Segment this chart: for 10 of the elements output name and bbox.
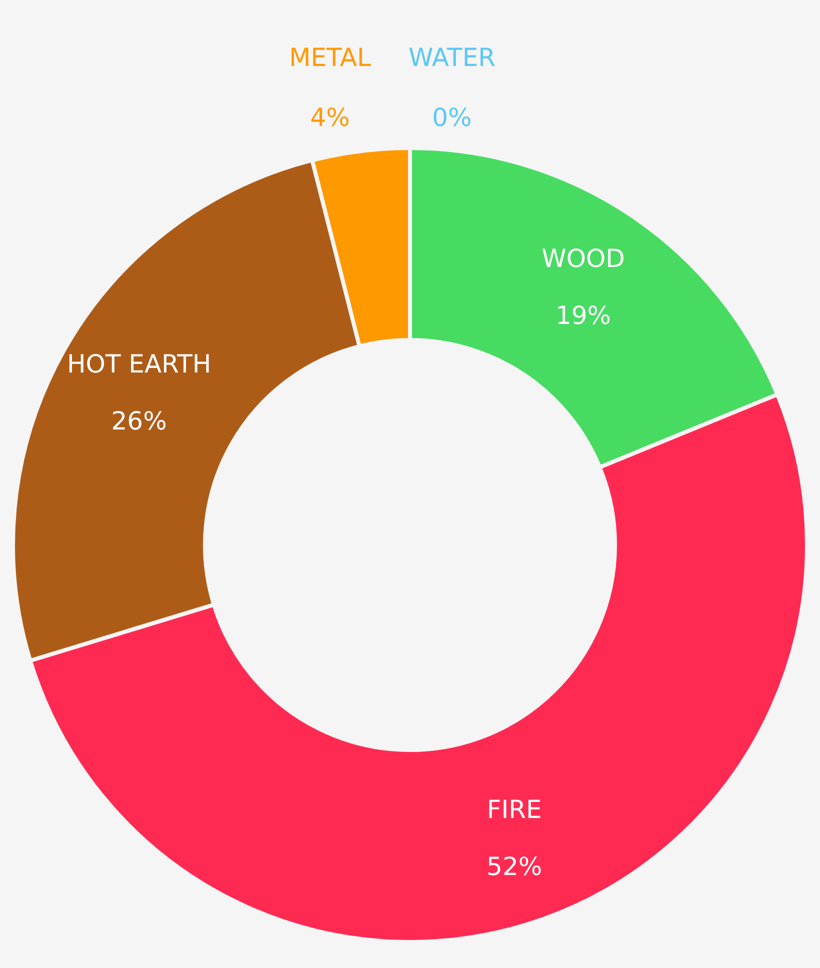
data-label: 4% bbox=[310, 103, 350, 132]
text: 0% bbox=[432, 103, 472, 132]
data-label: 52% bbox=[486, 852, 542, 881]
slice-label: WOOD bbox=[542, 244, 625, 273]
data-label: 19% bbox=[555, 300, 612, 330]
data-label: 26% bbox=[111, 406, 167, 436]
category-label: WATER bbox=[408, 43, 496, 72]
slice-label: METAL bbox=[289, 43, 371, 72]
slice-label: HOT EARTH bbox=[66, 349, 212, 378]
slice-label: FIRE bbox=[486, 794, 542, 824]
